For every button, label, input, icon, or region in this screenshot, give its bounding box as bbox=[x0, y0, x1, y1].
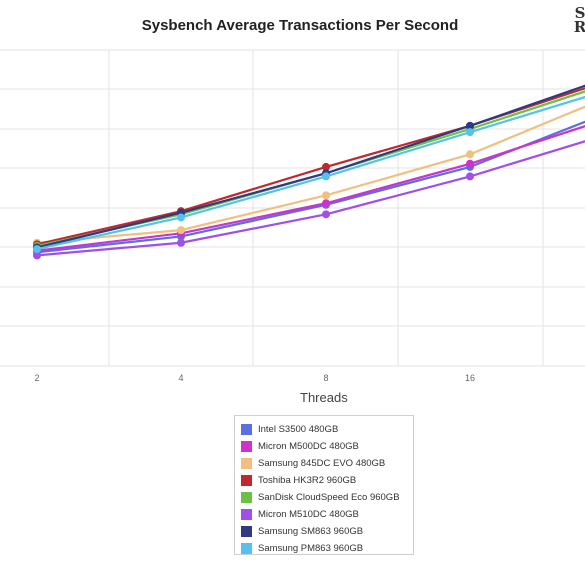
legend-item: SanDisk CloudSpeed Eco 960GB bbox=[241, 489, 413, 506]
legend-swatch bbox=[241, 424, 252, 435]
legend-label: Micron M500DC 480GB bbox=[258, 441, 359, 452]
legend-swatch bbox=[241, 441, 252, 452]
legend-item: Samsung SM863 960GB bbox=[241, 523, 413, 540]
data-point bbox=[322, 210, 330, 219]
legend-item: Micron M500DC 480GB bbox=[241, 438, 413, 455]
legend-swatch bbox=[241, 492, 252, 503]
legend-item: Intel S3500 480GB bbox=[241, 421, 413, 438]
data-point bbox=[177, 226, 185, 235]
legend-swatch bbox=[241, 458, 252, 469]
data-point bbox=[322, 172, 330, 181]
data-point bbox=[177, 238, 185, 247]
chart-title: Sysbench Average Transactions Per Second bbox=[141, 17, 459, 34]
data-point bbox=[322, 162, 330, 171]
legend: Intel S3500 480GB Micron M500DC 480GB Sams… bbox=[234, 415, 414, 555]
legend-item: Samsung 845DC EVO 480GB bbox=[241, 455, 413, 472]
x-axis-title: Threads bbox=[300, 390, 348, 405]
x-tick-label: 2 bbox=[34, 373, 39, 383]
legend-swatch bbox=[241, 543, 252, 554]
series-line bbox=[36, 84, 585, 249]
legend-label: Samsung SM863 960GB bbox=[258, 526, 364, 537]
legend-swatch bbox=[241, 509, 252, 520]
legend-swatch bbox=[241, 526, 252, 537]
chart-plot-area: 2 4 8 16 bbox=[0, 49, 585, 383]
series-line bbox=[36, 140, 585, 257]
data-point bbox=[322, 199, 330, 208]
series-line bbox=[36, 87, 585, 246]
data-point bbox=[33, 245, 41, 254]
data-point bbox=[466, 128, 474, 137]
legend-label: Samsung 845DC EVO 480GB bbox=[258, 458, 386, 469]
data-point bbox=[466, 172, 474, 181]
legend-item: Toshiba HK3R2 960GB bbox=[241, 472, 413, 489]
data-point bbox=[466, 150, 474, 159]
data-point bbox=[466, 159, 474, 168]
data-point bbox=[177, 213, 185, 222]
data-point bbox=[466, 121, 474, 130]
legend-item: Micron M510DC 480GB bbox=[241, 506, 413, 523]
x-tick-label: 16 bbox=[465, 373, 475, 383]
legend-label: Intel S3500 480GB bbox=[258, 424, 339, 435]
x-tick-label: 4 bbox=[178, 373, 183, 383]
legend-label: Toshiba HK3R2 960GB bbox=[258, 475, 357, 486]
data-point bbox=[33, 251, 41, 260]
x-tick-label: 8 bbox=[323, 373, 328, 383]
legend-swatch bbox=[241, 475, 252, 486]
series-line bbox=[36, 90, 585, 247]
legend-label: Micron M510DC 480GB bbox=[258, 509, 359, 520]
legend-label: Samsung PM863 960GB bbox=[258, 543, 364, 554]
data-point bbox=[322, 191, 330, 200]
legend-item: Samsung PM863 960GB bbox=[241, 540, 413, 557]
legend-label: SanDisk CloudSpeed Eco 960GB bbox=[258, 492, 400, 503]
